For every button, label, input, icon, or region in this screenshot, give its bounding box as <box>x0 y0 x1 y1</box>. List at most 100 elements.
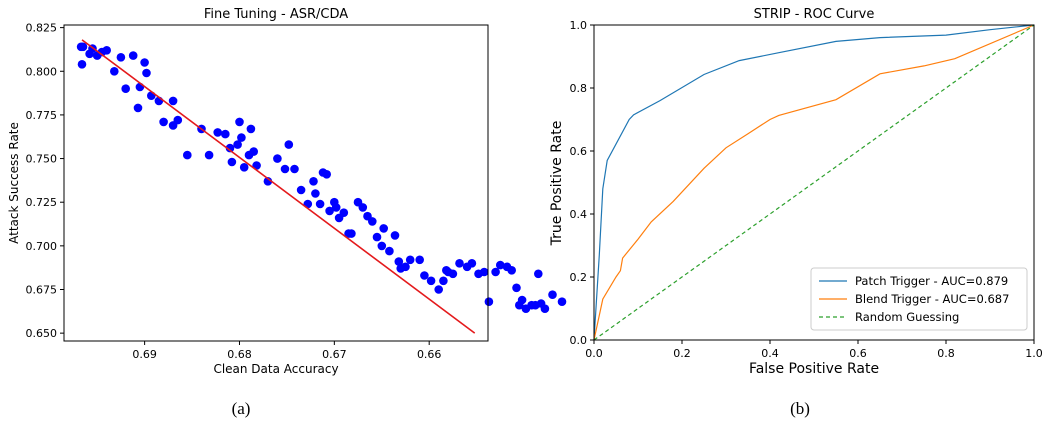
scatter-point <box>548 290 557 300</box>
y-tick-label: 0.800 <box>26 65 58 78</box>
scatter-point <box>339 208 349 217</box>
scatter-point <box>249 147 258 156</box>
scatter-point <box>439 276 448 286</box>
scatter-point <box>133 103 143 113</box>
scatter-point <box>540 304 550 314</box>
scatter-point <box>517 295 527 305</box>
scatter-point <box>147 91 156 100</box>
scatter-point <box>204 150 214 160</box>
chart-a-y-axis-label: Attack Success Rate <box>7 122 21 244</box>
scatter-point <box>296 185 306 195</box>
legend-label: Blend Trigger - AUC=0.687 <box>855 292 1009 306</box>
y-tick-label: 0.725 <box>26 196 58 209</box>
scatter-point <box>358 203 368 212</box>
scatter-point <box>183 150 192 160</box>
x-tick-label: 0.66 <box>417 348 442 361</box>
scatter-chart-panel: Fine Tuning - ASR/CDA 0.69 0.68 0.67 0.66 0… <box>7 7 567 418</box>
scatter-point <box>467 259 477 268</box>
chart-a-title: Fine Tuning - ASR/CDA <box>204 7 348 22</box>
scatter-point <box>331 203 341 212</box>
scatter-point <box>213 128 222 137</box>
scatter-point <box>507 266 516 275</box>
chart-a-frame <box>63 24 489 342</box>
scatter-point <box>235 117 244 127</box>
scatter-point <box>512 283 521 293</box>
y-tick-label: 0.8 <box>570 82 588 95</box>
scatter-point <box>110 67 119 76</box>
scatter-point <box>173 115 183 125</box>
x-tick-label: 0.6 <box>849 347 867 360</box>
x-tick-label: 0.68 <box>227 348 252 361</box>
x-tick-label: 0.0 <box>585 347 603 360</box>
scatter-point <box>311 189 320 198</box>
scatter-point <box>121 84 130 93</box>
chart-a-x-ticks: 0.69 0.68 0.67 0.66 <box>132 341 441 361</box>
scatter-point <box>128 51 138 60</box>
scatter-point <box>415 255 425 265</box>
series-line-3 <box>593 24 1035 341</box>
x-tick-label: 1.0 <box>1025 347 1043 360</box>
scatter-point <box>225 143 235 153</box>
scatter-point <box>221 129 230 139</box>
scatter-point <box>227 157 237 167</box>
scatter-point <box>142 68 151 78</box>
scatter-point <box>484 297 494 307</box>
scatter-point <box>78 42 88 52</box>
scatter-point <box>347 229 356 238</box>
scatter-point <box>491 267 500 277</box>
scatter-point <box>233 140 242 149</box>
scatter-point <box>405 255 415 265</box>
legend-box <box>810 267 1028 331</box>
series-line-1 <box>593 24 1035 341</box>
scatter-point <box>390 231 400 240</box>
scatter-point <box>290 164 299 174</box>
chart-a-y-ticks: 0.650 0.675 0.700 0.725 0.750 0.775 0.800 0.825 <box>26 22 64 340</box>
scatter-point <box>420 271 429 280</box>
x-tick-label: 0.69 <box>132 348 157 361</box>
chart-b-y-axis-label: True Positive Rate <box>549 121 565 247</box>
scatter-point <box>372 232 382 242</box>
scatter-point <box>239 163 249 172</box>
scatter-point <box>401 262 410 272</box>
y-tick-label: 0.675 <box>26 283 58 296</box>
scatter-point <box>168 96 178 106</box>
scatter-point <box>479 267 489 277</box>
scatter-point <box>246 124 256 134</box>
chart-b-y-ticks: 0.0 0.2 0.4 0.6 0.8 1.0 <box>570 19 594 347</box>
scatter-point <box>394 257 404 266</box>
x-tick-label: 0.67 <box>322 348 347 361</box>
y-tick-label: 0.700 <box>26 240 58 253</box>
scatter-point <box>284 140 294 149</box>
scatter-point <box>534 269 543 279</box>
scatter-point <box>557 297 567 307</box>
legend-label: Patch Trigger - AUC=0.879 <box>855 274 1008 288</box>
y-tick-label: 0.650 <box>26 327 58 340</box>
y-tick-label: 0.750 <box>26 153 58 166</box>
chart-b-marks <box>593 24 1035 341</box>
x-tick-label: 0.4 <box>761 347 779 360</box>
x-tick-label: 0.2 <box>673 347 691 360</box>
scatter-point <box>77 60 87 69</box>
scatter-point <box>426 276 436 286</box>
scatter-point <box>280 164 290 174</box>
scatter-point <box>273 154 282 163</box>
y-tick-label: 0.4 <box>570 208 588 221</box>
chart-b-legend: Patch Trigger - AUC=0.879 Blend Trigger -… <box>810 267 1028 331</box>
scatter-point <box>325 206 334 216</box>
scatter-point <box>434 285 444 294</box>
scatter-point <box>379 224 389 233</box>
scatter-point <box>102 46 111 55</box>
scatter-point <box>322 170 332 179</box>
scatter-point <box>140 58 149 67</box>
scatter-point <box>455 259 464 268</box>
x-tick-label: 0.8 <box>937 347 955 360</box>
y-tick-label: 0.825 <box>26 22 58 35</box>
y-tick-label: 0.775 <box>26 109 58 122</box>
scatter-point <box>385 246 394 256</box>
caption-a: (a) <box>232 399 251 418</box>
scatter-point <box>496 260 505 270</box>
y-tick-label: 0.2 <box>570 271 588 284</box>
chart-b-x-ticks: 0.0 0.2 0.4 0.6 0.8 1.0 <box>585 340 1043 360</box>
chart-a-marks <box>76 39 567 334</box>
